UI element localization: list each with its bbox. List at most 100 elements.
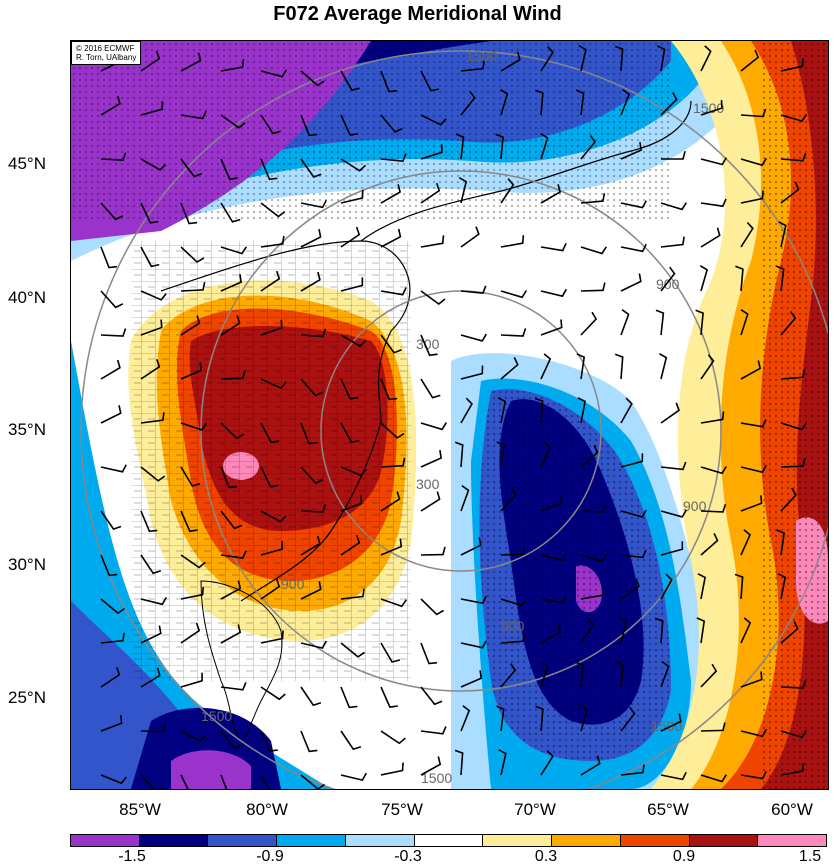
wind-barb	[340, 642, 366, 658]
wind-barb	[498, 749, 507, 776]
wind-barb	[300, 686, 322, 707]
wind-barb	[620, 706, 636, 732]
wind-barb	[497, 397, 507, 424]
ring-label-1500-d: 1500	[421, 770, 452, 786]
wind-barb	[660, 661, 670, 688]
wind-barb	[420, 70, 439, 92]
wind-barb	[579, 705, 589, 732]
wind-barb	[540, 441, 552, 468]
wind-barb	[460, 365, 484, 380]
colorbar	[70, 834, 827, 847]
wind-barb	[260, 69, 287, 78]
wind-barb	[700, 227, 721, 248]
wind-barb	[340, 226, 361, 248]
wind-barb	[700, 532, 719, 556]
wind-barb	[260, 114, 281, 135]
wind-barb	[180, 466, 201, 487]
wind-barb	[380, 422, 405, 439]
se-county-grid	[131, 241, 411, 681]
wind-barb	[220, 274, 242, 292]
wind-barb	[300, 158, 322, 178]
wind-barb	[500, 487, 518, 512]
wind-barb	[260, 686, 286, 701]
wind-barb	[575, 89, 585, 116]
wind-barb	[660, 541, 684, 556]
wind-barb	[340, 686, 358, 709]
wind-barb	[420, 378, 441, 399]
wind-barb	[220, 682, 247, 691]
wind-barb	[180, 281, 206, 292]
colorbar-label-pos1p5: 1.5	[798, 848, 822, 865]
wind-barb	[420, 334, 438, 357]
wind-barb	[660, 771, 687, 781]
wind-barb	[460, 285, 487, 295]
wind-barb	[420, 546, 446, 556]
wind-barb	[740, 495, 763, 512]
wind-barb	[140, 554, 162, 575]
wind-barb	[697, 573, 706, 600]
range-ring-900	[200, 170, 722, 692]
wind-barb	[340, 378, 359, 400]
wind-barb	[220, 580, 242, 600]
wind-barb	[220, 114, 246, 129]
wind-barb	[100, 510, 122, 531]
wind-barb	[660, 266, 676, 292]
wind-barb	[734, 573, 744, 600]
wind-barb	[340, 772, 367, 782]
wind-barb	[260, 578, 281, 600]
wind-barb	[100, 359, 121, 380]
wind-barb	[700, 198, 727, 208]
wind-barb	[580, 554, 607, 563]
wind-barb	[540, 749, 554, 776]
wind-barb	[580, 444, 599, 468]
wind-barb	[220, 774, 228, 789]
wind-barb	[540, 133, 549, 160]
wind-barb	[300, 114, 318, 137]
wind-barb	[140, 510, 158, 533]
wind-barb	[618, 617, 628, 644]
wind-barb	[500, 633, 526, 644]
wind-barb	[660, 713, 682, 732]
wind-barb	[735, 265, 744, 292]
wind-barb	[695, 309, 704, 336]
wind-barb	[180, 554, 206, 569]
lon-label-85w: 85°W	[119, 800, 161, 819]
wind-barb	[540, 184, 562, 204]
wind-barb	[300, 70, 325, 87]
wind-barb	[380, 762, 404, 776]
wind-barb	[300, 328, 327, 338]
wind-barb	[140, 667, 161, 688]
wind-barb	[380, 153, 407, 163]
wind-barb	[777, 573, 787, 600]
wind-barb	[220, 422, 245, 440]
wind-barb	[700, 466, 727, 475]
wind-barb	[340, 158, 367, 172]
wind-barb	[380, 491, 401, 512]
wind-barb	[614, 353, 624, 380]
colorbar-bin-9	[689, 835, 759, 846]
ring-label-1500-b: 1500	[693, 100, 724, 116]
wind-barb	[340, 466, 367, 477]
east-positive-dotted-overlay	[761, 41, 828, 789]
wind-barb	[580, 311, 598, 336]
wind-barb	[575, 661, 584, 688]
wind-barb	[660, 461, 687, 471]
wind-barb	[420, 144, 443, 160]
wind-barb	[140, 158, 167, 171]
wind-barb	[620, 309, 630, 336]
wind-barb	[700, 411, 725, 424]
wind-barb	[620, 764, 645, 776]
wind-barb	[780, 730, 807, 739]
wind-barb	[696, 617, 706, 644]
wind-barb	[460, 705, 471, 732]
florida-outline	[200, 580, 283, 742]
wind-barb	[100, 464, 127, 473]
wind-barb	[540, 624, 562, 644]
wind-barb	[580, 193, 606, 204]
wind-barb	[260, 158, 278, 181]
wind-barb	[540, 495, 563, 512]
wind-barb	[620, 89, 631, 116]
wind-barb	[460, 397, 473, 424]
wind-barb	[420, 642, 438, 665]
colorbar-bin-3	[277, 835, 346, 846]
